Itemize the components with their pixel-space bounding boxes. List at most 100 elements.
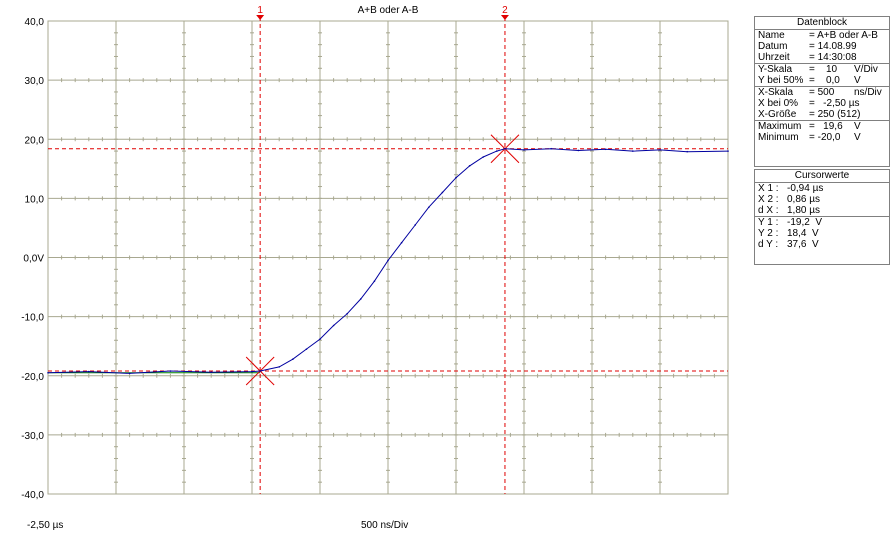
data-point <box>278 366 281 368</box>
datenblock-value: = 0,0 <box>809 75 840 86</box>
cursorwerte-row: d X : 1,80 µs <box>755 205 889 216</box>
cursor-2-marker-icon <box>500 15 509 20</box>
cursorwerte-panel: Cursorwerte X 1 : -0,94 µs X 2 :0,86 µs d X… <box>754 169 890 265</box>
data-point <box>496 150 498 152</box>
cursorwerte-row: Y 1 : -19,2 V <box>755 216 889 228</box>
datenblock-key: Maximum <box>758 121 802 132</box>
data-point <box>169 370 172 372</box>
data-point <box>686 150 688 153</box>
cursorwerte-row: d Y : 37,6 V <box>755 239 889 250</box>
data-point <box>400 241 403 244</box>
y-tick-label: 40,0 <box>25 17 45 28</box>
data-point <box>727 150 729 152</box>
y-tick-label: -10,0 <box>21 313 44 324</box>
data-point <box>373 280 376 282</box>
data-point <box>414 224 417 226</box>
data-point <box>305 348 308 350</box>
datenblock-key: Name <box>758 30 785 41</box>
cursorwerte-value: 18,4 V <box>787 228 819 239</box>
y-tick-label: 0,0V <box>23 254 44 265</box>
datenblock-row: X bei 0% = -2,50 µs <box>755 98 889 109</box>
datenblock-panel: Datenblock Name = A+B oder A-B Datum = 14.0… <box>754 16 890 167</box>
datenblock-key: Y-Skala <box>758 64 793 75</box>
cursorwerte-value: -0,94 µs <box>787 183 824 194</box>
datenblock-row: Minimum = -20,0 V <box>755 132 889 143</box>
y-tick-label: -30,0 <box>21 431 44 442</box>
chart-title: A+B oder A-B <box>358 5 419 16</box>
data-point <box>468 165 471 167</box>
cursorwerte-key: d Y : <box>758 239 779 250</box>
data-point <box>577 149 580 152</box>
cursorwerte-value: 0,86 µs <box>787 194 821 205</box>
cursorwerte-row: Y 2 : 18,4 V <box>755 228 889 239</box>
data-point <box>504 147 506 150</box>
cursorwerte-row: X 1 : -0,94 µs <box>755 183 889 194</box>
cursor-2-label: 2 <box>502 5 508 16</box>
cursorwerte-row: X 2 : 0,86 µs <box>755 194 889 205</box>
y-tick-label: -20,0 <box>21 372 44 383</box>
datenblock-unit: ns/Div <box>854 87 882 98</box>
data-point <box>482 156 485 158</box>
data-point <box>319 338 321 340</box>
data-point <box>292 358 294 360</box>
datenblock-value: = 500 <box>809 87 835 98</box>
datenblock-row: Y-Skala = 10 V/Div <box>755 63 889 75</box>
datenblock-value: = 10 <box>809 64 838 75</box>
cursorwerte-key: X 2 : <box>758 194 779 205</box>
datenblock-value: = 19,6 <box>809 121 843 132</box>
datenblock-unit: V <box>854 132 861 143</box>
datenblock-key: X-Skala <box>758 87 794 98</box>
data-point <box>47 371 49 374</box>
data-point <box>387 259 389 262</box>
y-tick-label: 30,0 <box>25 76 45 87</box>
data-point <box>210 371 212 374</box>
cursorwerte-key: d X : <box>758 205 779 216</box>
datenblock-row: X-Größe = 250 (512) <box>755 109 889 120</box>
data-point <box>346 312 349 315</box>
datenblock-value: = -20,0 <box>809 132 841 143</box>
datenblock-key: Minimum <box>758 132 799 143</box>
datenblock-unit: V/Div <box>854 64 878 75</box>
cursor-1-label: 1 <box>257 5 263 16</box>
data-point <box>659 149 661 151</box>
datenblock-key: Uhrzeit <box>758 52 790 63</box>
y-tick-label: 10,0 <box>25 194 45 205</box>
data-point <box>128 372 131 375</box>
cursorwerte-key: Y 1 : <box>758 217 779 228</box>
datenblock-value: = A+B oder A-B <box>809 30 878 41</box>
datenblock-value: = 14.08.99 <box>809 41 857 52</box>
cursorwerte-key: Y 2 : <box>758 228 779 239</box>
cursorwerte-value: 37,6 V <box>787 239 819 250</box>
data-point <box>441 191 444 194</box>
datenblock-row: Name = A+B oder A-B <box>755 30 889 41</box>
y-tick-label: 20,0 <box>25 135 45 146</box>
datenblock-title: Datenblock <box>755 17 889 30</box>
data-point <box>360 298 362 300</box>
datenblock-key: Y bei 50% <box>758 75 804 86</box>
oscilloscope-plot: A+B oder A-B 40,0 30,0 20,0 10,0 0,0V -10,0 -2… <box>21 5 729 501</box>
cursorwerte-value: 1,80 µs <box>787 205 821 216</box>
datenblock-key: X bei 0% <box>758 98 799 109</box>
datenblock-unit: V <box>854 121 861 132</box>
datenblock-key: Datum <box>758 41 788 52</box>
data-point <box>455 176 457 179</box>
y-tick-label: -40,0 <box>21 490 44 501</box>
cursor-1-marker-icon <box>256 15 265 20</box>
datenblock-row: Uhrzeit = 14:30:08 <box>755 52 889 63</box>
data-point <box>428 206 430 209</box>
data-point <box>550 147 552 150</box>
cursorwerte-key: X 1 : <box>758 183 779 194</box>
datenblock-unit: V <box>854 75 861 86</box>
cursorwerte-value: -19,2 V <box>787 217 823 228</box>
datenblock-row: Maximum = 19,6 V <box>755 120 889 132</box>
data-point <box>604 148 607 151</box>
datenblock-row: X-Skala = 500 ns/Div <box>755 86 889 98</box>
data-point <box>332 324 335 327</box>
data-point <box>88 370 90 373</box>
data-point <box>523 149 525 151</box>
data-point <box>632 150 634 152</box>
datenblock-value: = 14:30:08 <box>809 52 857 63</box>
datenblock-key: X-Größe <box>758 109 797 120</box>
data-point <box>259 370 261 372</box>
datenblock-row: Y bei 50% = 0,0 V <box>755 75 889 86</box>
